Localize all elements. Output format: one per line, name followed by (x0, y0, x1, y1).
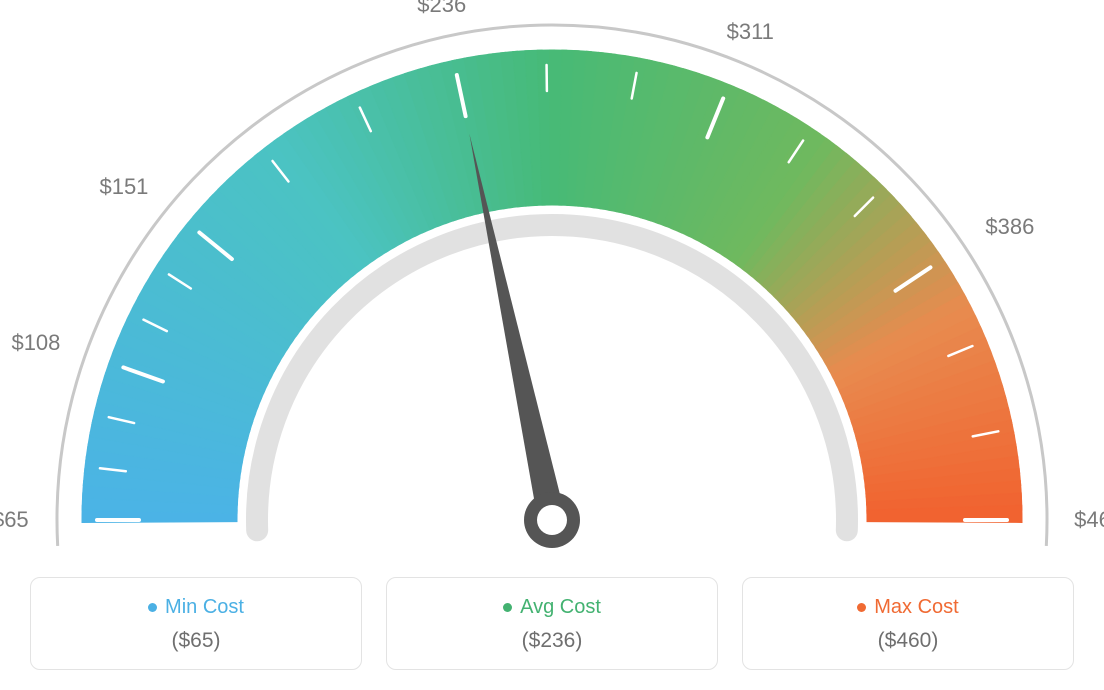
gauge-svg (22, 0, 1082, 560)
legend-dot-icon (857, 603, 866, 612)
legend-card-avg: Avg Cost ($236) (386, 577, 718, 670)
legend-card-max: Max Cost ($460) (742, 577, 1074, 670)
legend-card-min: Min Cost ($65) (30, 577, 362, 670)
gauge-tick-label: $460 (1074, 507, 1104, 533)
legend-dot-icon (503, 603, 512, 612)
legend-label: Max Cost (874, 596, 958, 619)
legend-dot-icon (148, 603, 157, 612)
gauge-tick-label: $311 (727, 19, 774, 45)
legend-value: ($236) (397, 629, 707, 653)
gauge-tick-label: $236 (417, 0, 466, 18)
cost-gauge: $65$108$151$236$311$386$460 (22, 0, 1082, 560)
legend-title: Avg Cost (503, 596, 601, 619)
legend-row: Min Cost ($65) Avg Cost ($236) Max Cost ($460… (30, 577, 1074, 670)
legend-title: Min Cost (148, 596, 244, 619)
gauge-tick-label: $386 (985, 214, 1034, 240)
legend-title: Max Cost (857, 596, 958, 619)
gauge-tick-label: $65 (0, 507, 29, 533)
gauge-tick-label: $151 (99, 174, 148, 200)
legend-value: ($65) (41, 629, 351, 653)
legend-label: Avg Cost (520, 596, 601, 619)
legend-label: Min Cost (165, 596, 244, 619)
legend-value: ($460) (753, 629, 1063, 653)
gauge-tick-label: $108 (11, 330, 60, 356)
